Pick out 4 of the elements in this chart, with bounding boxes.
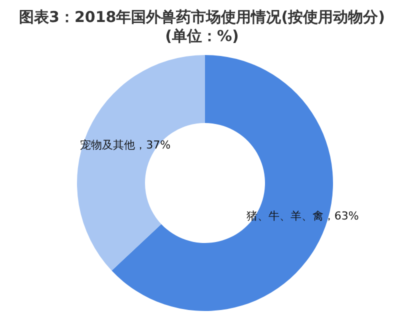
chart-subtitle: (单位：%) [165, 27, 239, 45]
chart-title: 图表3：2018年国外兽药市场使用情况(按使用动物分) [19, 8, 385, 26]
donut-slice [77, 55, 205, 271]
slice-label: 宠物及其他，37% [80, 138, 171, 152]
